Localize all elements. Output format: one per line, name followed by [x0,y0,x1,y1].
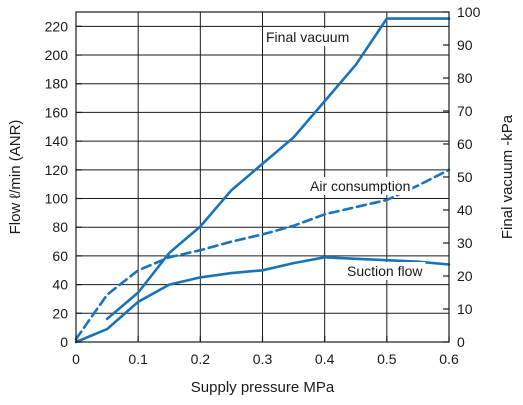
y-tick-label: 100 [45,191,69,207]
y2-tick-label: 0 [457,334,465,350]
ticks-layer [75,11,450,343]
x-axis-title: Supply pressure MPa [191,379,335,396]
y-tick-label: 80 [52,219,68,235]
series-label-suction-flow: Suction flow [347,263,423,279]
series-line-air-consumption [74,168,451,341]
y2-tick-label: 60 [457,136,473,152]
y-tick-label: 40 [52,277,68,293]
y-tick-label: 140 [45,133,69,149]
y2-tick-label: 20 [457,268,473,284]
series-line-final-vacuum [105,17,451,321]
y2-tick-label: 30 [457,235,473,251]
y-tick-label: 200 [45,47,69,63]
labels-layer: 0 0.1 0.2 0.3 0.4 0.5 0.6020406080100120140160… [45,4,481,367]
x-tick-label: 0.4 [315,351,335,367]
series-label-air-consumption: Air consumption [310,178,410,194]
x-tick-label: 0.1 [128,351,148,367]
y-tick-label: 120 [45,162,69,178]
y-tick-label: 0 [60,334,68,350]
series-layer [74,17,451,344]
series-line-suction-flow [74,255,451,344]
series-label-background [264,28,352,46]
y-tick-label: 60 [52,248,68,264]
y-tick-label: 180 [45,76,69,92]
y2-tick-label: 40 [457,202,473,218]
y-tick-label: 20 [52,305,68,321]
y2-tick-label: 90 [457,37,473,53]
x-tick-label: 0.5 [377,351,397,367]
x-tick-label: 0.3 [253,351,273,367]
y2-tick-label: 10 [457,301,473,317]
y-tick-label: 160 [45,104,69,120]
y2-tick-label: 80 [457,70,473,86]
x-tick-label: 0 [72,351,80,367]
y2-axis-title: Final vacuum -kPa [499,114,516,239]
y-tick-label: 220 [45,18,69,34]
y2-tick-label: 100 [457,4,481,20]
y-axis-title: Flow ℓ/min (ANR) [7,120,24,235]
y2-tick-label: 70 [457,103,473,119]
y2-tick-label: 50 [457,169,473,185]
x-tick-label: 0.6 [439,351,459,367]
series-label-final-vacuum: Final vacuum [266,29,349,45]
series-label-background [345,262,426,280]
x-tick-label: 0.2 [191,351,211,367]
series-label-background [308,177,413,195]
